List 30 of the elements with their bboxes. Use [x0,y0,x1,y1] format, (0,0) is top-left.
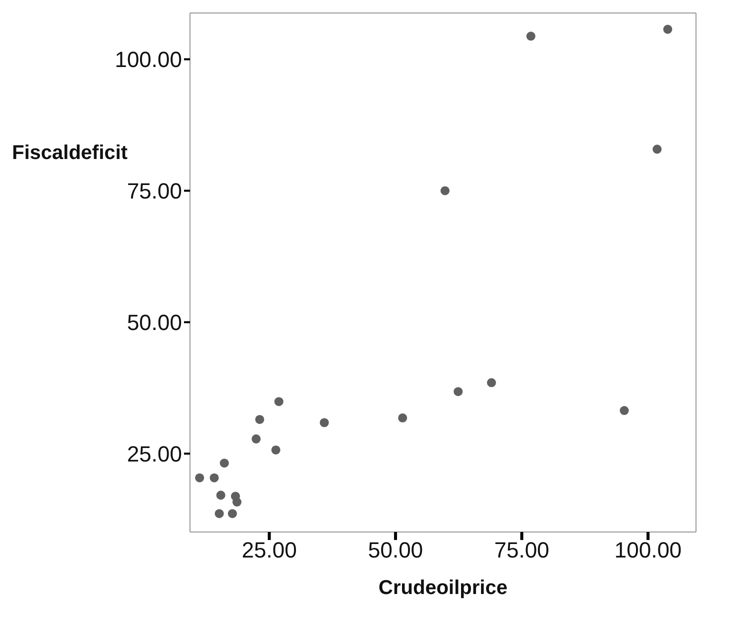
y-tick-label: 25.00 [126,441,182,466]
y-tick-label: 75.00 [126,178,182,204]
y-tick-label: 50.00 [126,310,182,335]
point [526,32,536,41]
x-tick-label: 75.00 [494,538,550,563]
point [220,458,229,468]
point [255,414,264,424]
point [252,434,261,444]
x-tick-label: 25.00 [242,538,297,563]
point [228,509,237,518]
y-tick-label: 100.00 [114,47,182,72]
x-tick-label: 100.00 [614,538,682,563]
point [398,413,408,422]
point [652,144,662,154]
point [663,24,672,34]
point [271,445,280,454]
point [274,397,284,406]
point [454,387,463,396]
point [320,418,329,428]
x-axis-title: Crudeoilprice [378,577,508,599]
point [440,186,450,196]
y-axis-title: Fiscaldeficit [12,142,128,164]
point [210,473,219,482]
point [620,406,629,416]
point [232,498,242,507]
point [195,473,204,482]
point [214,509,224,518]
point [216,490,226,500]
x-tick-label: 50.00 [368,538,424,563]
point [486,378,496,388]
